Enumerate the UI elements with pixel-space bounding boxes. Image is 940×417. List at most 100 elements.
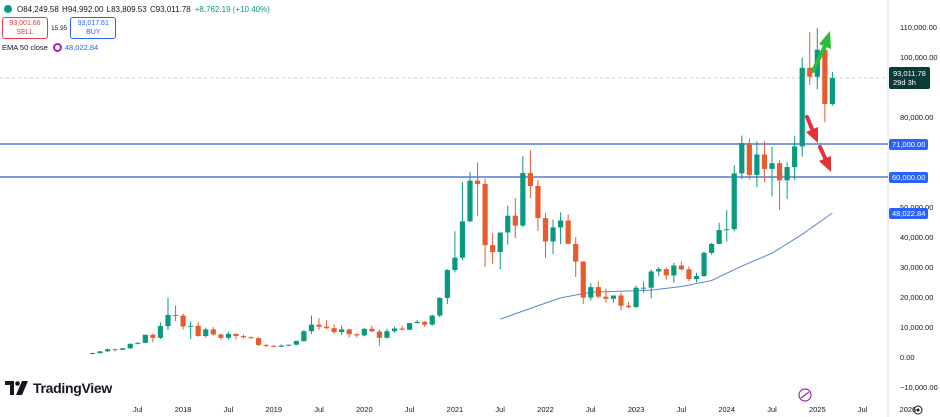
candle-body bbox=[331, 328, 337, 333]
x-tick-label: Jul bbox=[858, 405, 868, 414]
candle-body bbox=[807, 67, 813, 77]
low-value: L83,809.53 bbox=[106, 4, 147, 14]
candle bbox=[256, 337, 262, 347]
candle bbox=[437, 297, 443, 318]
last-price-value: 93,011.78 bbox=[893, 69, 926, 78]
candle bbox=[316, 318, 322, 330]
settings-icon[interactable] bbox=[913, 405, 923, 415]
candle bbox=[233, 333, 239, 340]
candle bbox=[603, 288, 609, 303]
candle-body bbox=[709, 243, 715, 253]
buy-label: BUY bbox=[86, 29, 101, 36]
x-tick-label: 2018 bbox=[175, 405, 192, 414]
x-tick-label: Jul bbox=[586, 405, 596, 414]
candle-body bbox=[361, 328, 367, 336]
candle bbox=[776, 160, 783, 210]
candle-body bbox=[157, 326, 164, 338]
candle-body bbox=[233, 333, 239, 336]
candle-body bbox=[610, 295, 617, 299]
y-tick-label: −10,000.00 bbox=[900, 383, 938, 392]
y-tick-label: 40,000.00 bbox=[900, 233, 933, 242]
indicator-settings-icon[interactable] bbox=[52, 43, 62, 52]
high-value: H94,992.00 bbox=[62, 4, 104, 14]
candle-body bbox=[558, 220, 564, 228]
y-tick-label: 100,000.00 bbox=[900, 53, 938, 62]
candle bbox=[218, 333, 224, 340]
candle-body bbox=[444, 270, 450, 298]
sell-price: 93,001.66 bbox=[9, 20, 41, 27]
open-value: O84,249.58 bbox=[17, 4, 59, 14]
y-tick-label: 110,000.00 bbox=[900, 23, 937, 32]
candle-body bbox=[172, 315, 179, 316]
candle-body bbox=[346, 329, 352, 335]
candle bbox=[693, 272, 700, 283]
arrow-up-icon bbox=[811, 31, 831, 73]
candle bbox=[376, 329, 382, 346]
x-tick-label: Jul bbox=[224, 405, 234, 414]
close-value: C93,011.78 bbox=[149, 4, 191, 14]
candle bbox=[520, 156, 526, 228]
candle bbox=[580, 261, 586, 305]
candle bbox=[286, 344, 292, 346]
candle-body bbox=[452, 257, 458, 270]
candle bbox=[135, 342, 141, 345]
candle-body bbox=[308, 324, 315, 332]
candles bbox=[89, 28, 835, 355]
candle bbox=[339, 325, 345, 336]
candle-body bbox=[422, 321, 428, 325]
x-tick-label: 2025 bbox=[809, 405, 826, 414]
candle bbox=[799, 57, 805, 157]
candle-body bbox=[497, 232, 503, 252]
candle bbox=[278, 344, 284, 347]
candle-body bbox=[218, 334, 224, 338]
candle bbox=[414, 319, 420, 324]
candle-body bbox=[278, 345, 284, 347]
indicator-legend[interactable]: EMA 50 close 48,022.84 bbox=[2, 43, 98, 52]
candle bbox=[807, 32, 813, 85]
candle-body bbox=[316, 324, 322, 327]
candle bbox=[391, 326, 398, 333]
tradingview-logo[interactable]: TradingView bbox=[5, 380, 112, 396]
candle-body bbox=[120, 348, 126, 350]
candle-body bbox=[633, 287, 639, 308]
arrow-down-icon bbox=[805, 115, 818, 143]
candle bbox=[709, 243, 715, 255]
candle bbox=[361, 328, 367, 337]
candle bbox=[444, 269, 450, 305]
candle bbox=[293, 340, 299, 345]
replay-icon[interactable] bbox=[798, 388, 812, 402]
candle bbox=[120, 348, 126, 351]
x-tick-label: Jul bbox=[495, 405, 505, 414]
candle bbox=[240, 334, 247, 339]
sell-button[interactable]: 93,001.66 SELL bbox=[2, 17, 48, 39]
candle-body bbox=[656, 269, 662, 272]
candle bbox=[671, 262, 677, 283]
indicator-label: EMA 50 close bbox=[2, 43, 48, 52]
candle bbox=[822, 49, 828, 123]
candle bbox=[263, 344, 269, 348]
candle-body bbox=[429, 315, 435, 325]
candle bbox=[535, 180, 541, 231]
candle-body bbox=[354, 334, 360, 336]
candle bbox=[157, 322, 164, 339]
candle-body bbox=[188, 325, 194, 327]
candle-body bbox=[799, 67, 805, 147]
candle-body bbox=[686, 269, 692, 279]
buy-button[interactable]: 93,017.61 BUY bbox=[70, 17, 117, 39]
candle bbox=[248, 336, 254, 339]
candle bbox=[792, 136, 798, 181]
candle bbox=[663, 267, 669, 280]
candle bbox=[633, 285, 639, 308]
candle-body bbox=[89, 353, 96, 355]
candle-body bbox=[573, 243, 579, 262]
x-tick-label: Jul bbox=[133, 405, 143, 414]
candle bbox=[558, 212, 564, 245]
candle bbox=[474, 162, 481, 217]
x-tick-label: 2019 bbox=[265, 405, 282, 414]
candle bbox=[731, 165, 737, 232]
candle-body bbox=[535, 186, 541, 219]
candle-body bbox=[195, 325, 201, 336]
candle-body bbox=[754, 154, 760, 175]
candle-body bbox=[112, 349, 118, 351]
